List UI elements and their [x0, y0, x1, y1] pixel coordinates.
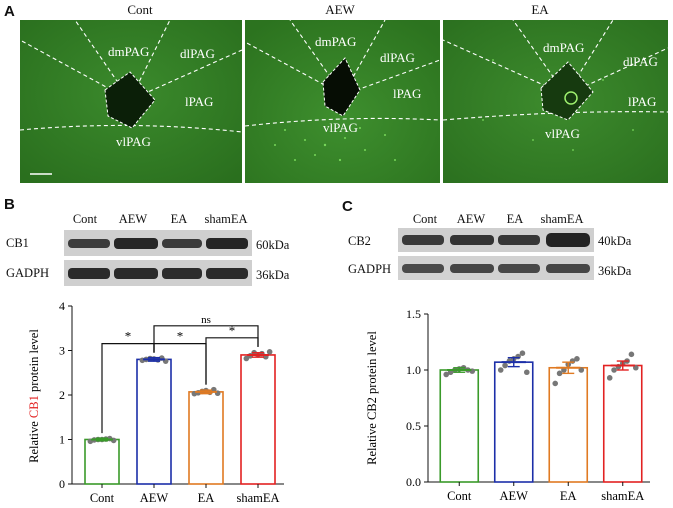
panel-b-letter: B: [4, 196, 15, 213]
bar-shamea: [602, 364, 643, 483]
western-blot-cb2: [398, 228, 594, 252]
micrograph-cont: dmPAG dlPAG lPAG vlPAG: [20, 20, 242, 183]
region-label-lpag: lPAG: [393, 86, 421, 101]
blot-size-gadph: 36kDa: [256, 268, 290, 282]
bar-cont: [439, 369, 480, 483]
significance-bracket: [153, 325, 259, 353]
region-label-dmpag: dmPAG: [108, 44, 149, 59]
image-title-ea: EA: [531, 2, 549, 17]
blot-protein-cb2: CB2: [348, 234, 371, 248]
region-label-vlpag: vlPAG: [545, 126, 580, 141]
y-axis-label-cb2: Relative CB2 protein level: [365, 331, 379, 465]
image-title-aew: AEW: [325, 2, 355, 17]
bar-ea: [188, 391, 224, 485]
lane-label-shamea: shamEA: [540, 212, 584, 226]
significance-label: *: [177, 329, 184, 344]
significance-label: *: [125, 329, 132, 344]
x-tick-label-cont: Cont: [447, 489, 472, 503]
y-tick-label: 1: [59, 433, 65, 447]
blot-protein-gadph: GADPH: [6, 266, 50, 280]
lane-label-aew: AEW: [118, 212, 148, 226]
western-blot-cb1: [64, 230, 252, 256]
data-point: [502, 362, 508, 369]
x-tick-label-shamea: shamEA: [236, 491, 279, 505]
bar-aew: [136, 358, 172, 485]
data-point: [574, 356, 580, 362]
region-label-vlpag: vlPAG: [323, 120, 358, 135]
region-label-dlpag: dlPAG: [180, 46, 215, 61]
bar-aew: [493, 361, 534, 483]
blot-protein-cb1: CB1: [6, 236, 29, 250]
bar-shamea: [240, 354, 276, 485]
region-label-dlpag: dlPAG: [623, 54, 658, 69]
blot-size-cb1: 60kDa: [256, 238, 290, 252]
y-tick-label: 0.0: [406, 475, 421, 489]
western-blot-gadph-b: [64, 260, 252, 286]
image-title-cont: Cont: [127, 2, 153, 17]
lane-label-cont: Cont: [72, 212, 98, 226]
significance-label: *: [229, 323, 236, 338]
region-label-vlpag: vlPAG: [116, 134, 151, 149]
y-tick-label: 1.0: [406, 363, 421, 377]
y-axis-label-cb1: Relative CB1 protein level: [27, 329, 41, 463]
x-tick-label-cont: Cont: [90, 491, 115, 505]
data-point: [606, 375, 613, 381]
data-point: [266, 349, 273, 355]
electrode-mark: [564, 91, 578, 105]
lane-label-ea: EA: [506, 212, 524, 226]
y-tick-label: 0: [59, 477, 65, 491]
data-point: [443, 371, 450, 378]
data-point: [556, 370, 563, 377]
blot-size-cb2: 40kDa: [598, 234, 632, 248]
blot-size-gadph: 36kDa: [598, 264, 632, 278]
y-tick-label: 4: [59, 299, 65, 313]
x-tick-label-ea: EA: [560, 489, 577, 503]
data-point: [552, 380, 559, 387]
lane-label-shamea: shamEA: [204, 212, 248, 226]
y-tick-label: 2: [59, 388, 65, 402]
data-point: [611, 367, 617, 373]
x-tick-label-aew: AEW: [500, 489, 529, 503]
y-tick-label: 1.5: [406, 307, 421, 321]
aqueduct-lesion-ea: [540, 61, 594, 121]
data-point: [523, 369, 530, 376]
region-label-dlpag: dlPAG: [380, 50, 415, 65]
x-tick-label-ea: EA: [198, 491, 215, 505]
blot-protein-gadph: GADPH: [348, 262, 392, 276]
region-label-dmpag: dmPAG: [543, 40, 584, 55]
x-tick-label-shamea: shamEA: [601, 489, 644, 503]
lane-label-ea: EA: [170, 212, 188, 226]
panel-c-letter: C: [342, 198, 353, 215]
aqueduct-lesion-cont: [104, 71, 156, 129]
region-label-lpag: lPAG: [185, 94, 213, 109]
lane-label-cont: Cont: [412, 212, 438, 226]
lane-label-aew: AEW: [456, 212, 486, 226]
region-label-dmpag: dmPAG: [315, 34, 356, 49]
y-tick-label: 0.5: [406, 419, 421, 433]
x-tick-label-aew: AEW: [140, 491, 169, 505]
bar-cont: [84, 438, 120, 485]
significance-bracket: [153, 343, 207, 385]
data-point: [628, 351, 635, 358]
western-blot-gadph-c: [398, 256, 594, 280]
micrograph-ea: dmPAG dlPAG lPAG vlPAG: [443, 20, 668, 183]
micrograph-aew: dmPAG dlPAG lPAG vlPAG: [245, 20, 440, 183]
significance-label: ns: [201, 314, 211, 326]
data-point: [497, 367, 504, 373]
chart-cb1: Relative CB1 protein level 0 1 2 3 4 Cont AEW E…: [27, 299, 284, 505]
region-label-lpag: lPAG: [628, 94, 656, 109]
panel-a-letter: A: [4, 3, 15, 20]
significance-bracket: [205, 337, 259, 385]
y-tick-label: 3: [59, 344, 65, 358]
chart-cb2: Relative CB2 protein level 0.0 0.5 1.0 1.5 C…: [365, 307, 650, 503]
data-point: [519, 350, 526, 356]
aqueduct-lesion-aew: [322, 57, 361, 117]
